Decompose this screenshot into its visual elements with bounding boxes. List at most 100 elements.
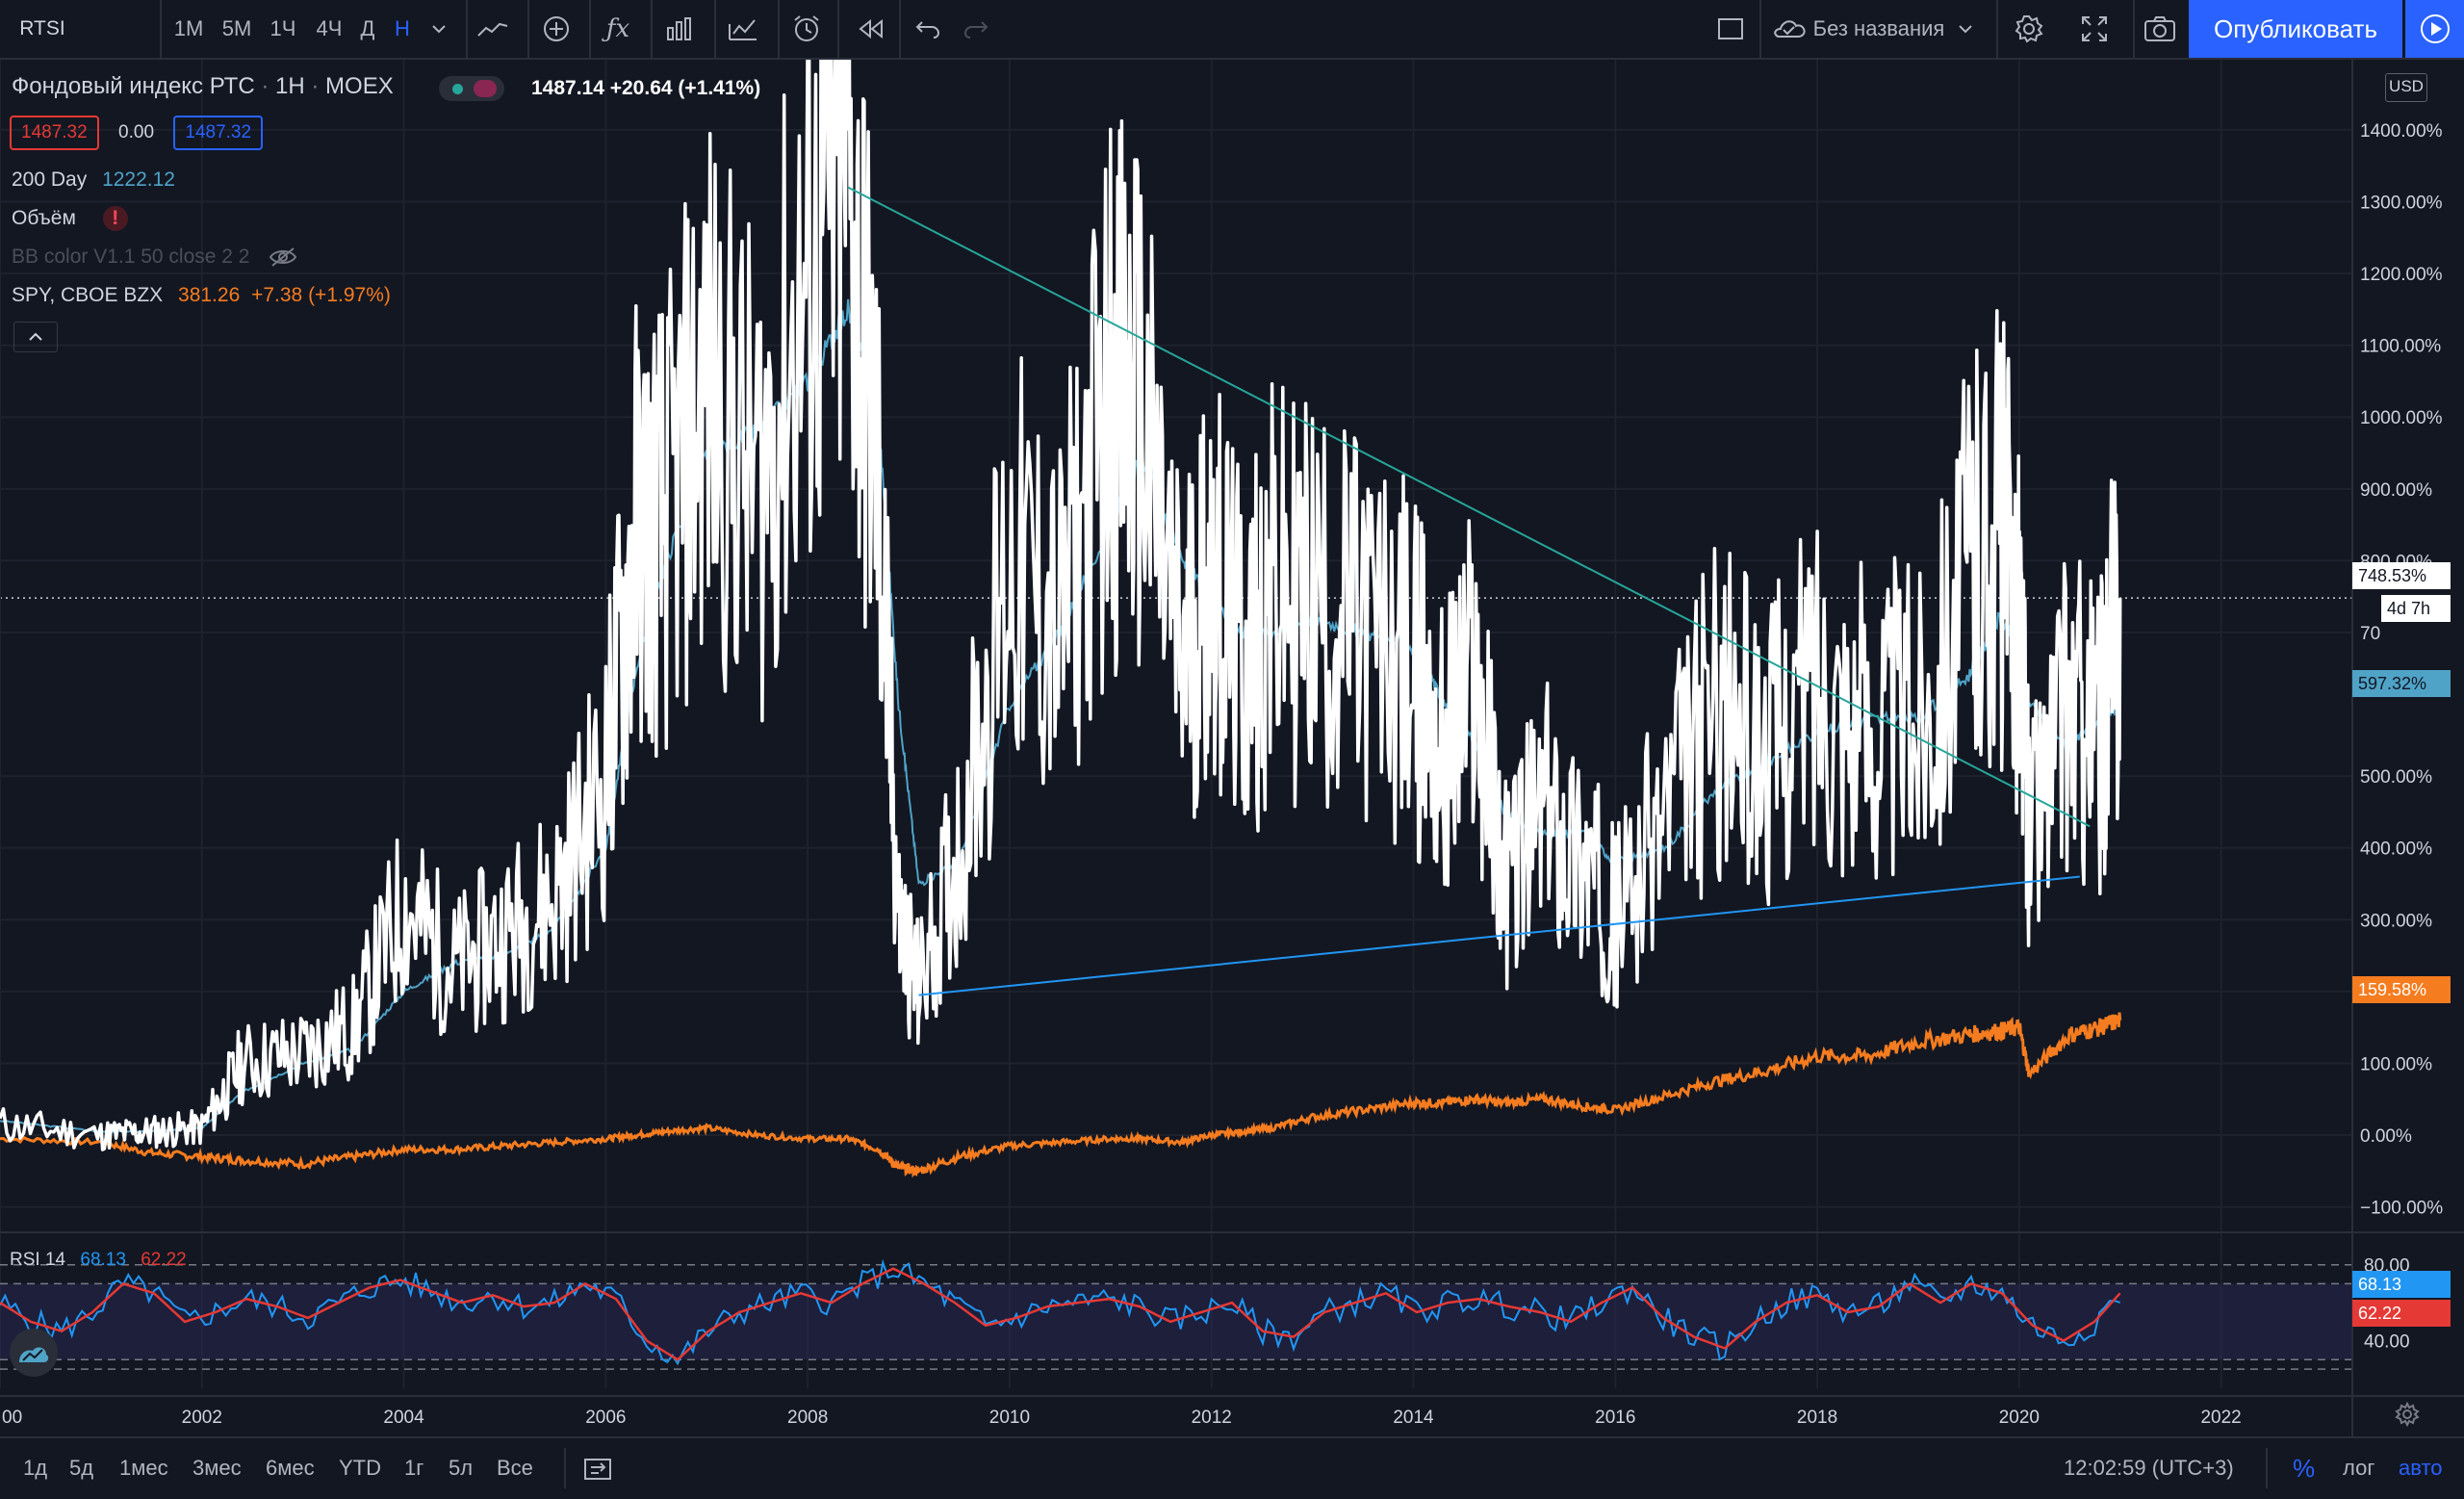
- chevron-up-icon: [29, 332, 42, 341]
- layout-name-label: Без названия: [1812, 16, 1945, 40]
- status-dot-icon: [452, 84, 463, 94]
- countdown-tag: 4d 7h: [2381, 595, 2451, 622]
- legend-exchange: MOEX: [325, 73, 394, 99]
- price-axis-label: 500.00%: [2360, 767, 2432, 788]
- rsi-value: 68.13: [80, 1250, 126, 1270]
- range-label: 3мес: [192, 1456, 242, 1480]
- currency-label[interactable]: USD: [2385, 73, 2427, 102]
- range-label: 1мес: [119, 1456, 168, 1480]
- cloud-icon: [1773, 20, 1806, 38]
- range-5y-button[interactable]: 5л: [449, 1438, 473, 1498]
- top-toolbar: RTSI 1M 5M 1Ч 4Ч Д Н ƒx Без назван: [0, 0, 2464, 60]
- range-6m-button[interactable]: 6мес: [266, 1438, 315, 1498]
- range-5d-button[interactable]: 5д: [69, 1438, 93, 1498]
- descending-trendline: [847, 186, 2091, 828]
- price-axis-label: 0.00%: [2360, 1126, 2412, 1147]
- time-axis-label: 2022: [2200, 1408, 2241, 1428]
- interval-label: 5M: [221, 16, 252, 40]
- indicator-bb-color[interactable]: BB color V1.1 50 close 2 2: [12, 246, 297, 269]
- fullscreen-icon[interactable]: [2073, 0, 2116, 58]
- market-status-toggle[interactable]: [439, 76, 504, 101]
- range-1m-button[interactable]: 1мес: [119, 1438, 168, 1498]
- auto-scale-button[interactable]: авто: [2399, 1438, 2443, 1498]
- price-axis-label: 1300.00%: [2360, 193, 2443, 213]
- warning-icon: !: [102, 206, 128, 231]
- layout-name-button[interactable]: Без названия: [1767, 0, 1975, 58]
- compare-add-icon[interactable]: [535, 0, 578, 58]
- replay-icon[interactable]: [851, 0, 889, 58]
- indicator-volume[interactable]: Объём !: [12, 206, 128, 231]
- time-axis-label: 2006: [585, 1408, 626, 1428]
- templates-icon[interactable]: [722, 0, 764, 58]
- symbol-search-button[interactable]: RTSI: [13, 0, 71, 58]
- range-label: 5л: [449, 1456, 474, 1480]
- bottom-toolbar: 1д 5д 1мес 3мес 6мес YTD 1г 5л Все 12:02…: [0, 1436, 2464, 1499]
- range-1d-button[interactable]: 1д: [23, 1438, 47, 1498]
- trade-panel: 1487.32 0.00 1487.32: [10, 116, 264, 150]
- range-label: YTD: [339, 1456, 381, 1480]
- tradingview-logo[interactable]: [10, 1329, 58, 1377]
- alert-clock-icon[interactable]: [785, 0, 828, 58]
- time-axis-label: 2004: [383, 1408, 424, 1428]
- snapshot-camera-icon[interactable]: [2137, 0, 2183, 58]
- symbol-title: Фондовый индекс РТС: [12, 73, 255, 99]
- buy-button[interactable]: 1487.32: [173, 116, 264, 150]
- rsi-signal-tag: 62.22: [2352, 1300, 2451, 1327]
- time-axis-label: 2010: [989, 1408, 1030, 1428]
- axis-layer: 1400.00% 1300.00% 1200.00% 1100.00% 1000.00%…: [0, 60, 2464, 1436]
- rsi-legend[interactable]: RSI 14 68.13 62.22: [10, 1250, 187, 1271]
- interval-5m-button[interactable]: 5M: [219, 0, 254, 58]
- time-axis-label: 2012: [1192, 1408, 1232, 1428]
- interval-week-button[interactable]: Н: [391, 0, 414, 58]
- range-label: 5д: [69, 1456, 94, 1480]
- settings-gear-icon[interactable]: [2008, 0, 2050, 58]
- time-axis-label: 2008: [787, 1408, 828, 1428]
- range-3m-button[interactable]: 3мес: [192, 1438, 242, 1498]
- rsi-value-tag: 68.13: [2352, 1271, 2451, 1298]
- indicator-name: 200 Day: [12, 168, 88, 191]
- spread-value: 0.00: [118, 122, 155, 142]
- publish-button[interactable]: Опубликовать: [2189, 0, 2402, 58]
- chart-type-icon[interactable]: [472, 0, 514, 58]
- axis-settings-gear-icon[interactable]: [2391, 1398, 2424, 1431]
- financials-icon[interactable]: [658, 0, 701, 58]
- range-1y-button[interactable]: 1г: [404, 1438, 424, 1498]
- interval-1m-button[interactable]: 1M: [171, 0, 206, 58]
- interval-label: 4Ч: [316, 16, 343, 40]
- rsi-signal-value: 62.22: [141, 1250, 187, 1270]
- log-scale-button[interactable]: лог: [2343, 1438, 2374, 1498]
- indicator-200day[interactable]: 200 Day 1222.12: [12, 168, 175, 192]
- redo-icon[interactable]: [959, 0, 993, 58]
- go-to-date-icon[interactable]: [583, 1438, 612, 1498]
- range-label: 6мес: [266, 1456, 315, 1480]
- sell-button[interactable]: 1487.32: [10, 116, 99, 150]
- range-all-button[interactable]: Все: [497, 1438, 533, 1498]
- price-axis-label: 70: [2360, 624, 2380, 644]
- range-ytd-button[interactable]: YTD: [339, 1438, 381, 1498]
- price-axis-label: 1100.00%: [2360, 337, 2441, 357]
- layout-select-icon[interactable]: [1713, 0, 1748, 58]
- hidden-eye-icon[interactable]: [269, 246, 297, 268]
- range-label: 1г: [404, 1456, 424, 1480]
- interval-4h-button[interactable]: 4Ч: [312, 0, 346, 58]
- indicator-spy[interactable]: SPY, CBOE BZX 381.26 +7.38 (+1.97%): [12, 284, 391, 307]
- interval-day-button[interactable]: Д: [356, 0, 379, 58]
- publish-play-button[interactable]: [2405, 0, 2464, 58]
- rsi-label: RSI 14: [10, 1250, 66, 1270]
- indicators-fx-icon[interactable]: ƒx: [605, 14, 630, 43]
- clock-timezone[interactable]: 12:02:59 (UTC+3): [2064, 1438, 2234, 1498]
- clock-label: 12:02:59 (UTC+3): [2064, 1456, 2234, 1480]
- time-axis-label: 2020: [1999, 1408, 2040, 1428]
- range-label: 1д: [23, 1456, 48, 1480]
- rsi-band: [0, 1263, 2352, 1370]
- percent-scale-button[interactable]: %: [2293, 1438, 2315, 1498]
- chevron-down-icon[interactable]: [427, 0, 450, 58]
- status-pill-icon: [474, 80, 497, 97]
- undo-icon[interactable]: [911, 0, 945, 58]
- price-axis-label: 900.00%: [2360, 480, 2432, 501]
- symbol-label: RTSI: [19, 17, 65, 39]
- interval-1h-button[interactable]: 1Ч: [266, 0, 300, 58]
- price-chart[interactable]: 1400.00% 1300.00% 1200.00% 1100.00% 1000.00%…: [0, 60, 2464, 1436]
- collapse-legend-button[interactable]: [13, 322, 58, 352]
- price-axis-label: 1200.00%: [2360, 265, 2443, 285]
